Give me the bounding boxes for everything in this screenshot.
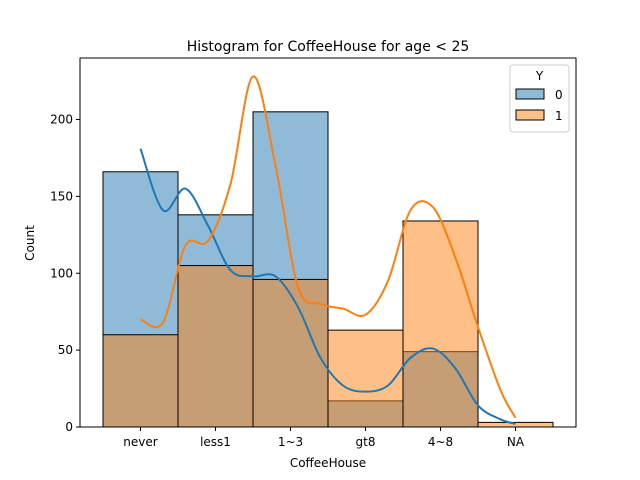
legend-title: Y — [535, 69, 544, 83]
y-axis-label: Count — [23, 225, 37, 261]
bar-series-1-never — [102, 334, 179, 428]
y-tick-label: 50 — [58, 343, 73, 357]
plot-frame — [79, 57, 577, 428]
y-axis: 0 50 100 150 200 — [50, 113, 80, 434]
legend-swatch-series-1 — [515, 109, 545, 121]
bar-series-1-1~3 — [252, 278, 329, 428]
y-tick-label: 0 — [65, 420, 73, 434]
y-tick-label: 200 — [50, 113, 73, 127]
legend-swatch-series-0 — [515, 88, 545, 100]
y-tick-label: 150 — [50, 189, 73, 203]
kde-line-series-1 — [140, 75, 517, 419]
x-tick-label-4~8: 4~8 — [428, 435, 453, 449]
x-tick-label-never: never — [123, 435, 157, 449]
legend-label-series-0: 0 — [555, 88, 563, 102]
kde-line-series-0 — [139, 148, 516, 425]
bars-layer — [102, 111, 554, 428]
x-axis: never less1 1~3 gt8 4~8 NA — [123, 427, 525, 449]
legend: Y0 1 — [509, 64, 570, 133]
bar-series-1-less1 — [177, 265, 254, 428]
x-tick-label-1~3: 1~3 — [278, 435, 303, 449]
x-tick-label-gt8: gt8 — [356, 435, 376, 449]
x-axis-label: CoffeeHouse — [290, 456, 366, 470]
kde-layer — [139, 75, 517, 425]
x-tick-label-NA: NA — [507, 435, 525, 449]
chart-title: Histogram for CoffeeHouse for age < 25 — [187, 39, 470, 55]
y-tick-label: 100 — [50, 266, 73, 280]
bar-series-1-gt8 — [327, 329, 404, 428]
bar-series-1-4~8 — [402, 220, 479, 428]
x-tick-label-less1: less1 — [200, 435, 231, 449]
legend-label-series-1: 1 — [555, 109, 563, 123]
